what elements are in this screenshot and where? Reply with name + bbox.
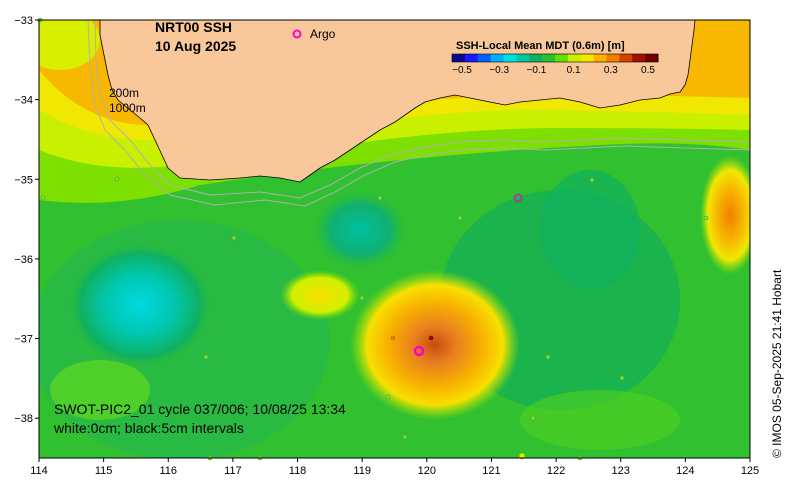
argo-floats bbox=[413, 193, 523, 357]
x-axis: 114 115 116 117 118 119 120 121 122 123 124 125 bbox=[30, 458, 759, 477]
colorbar-cell bbox=[645, 54, 659, 62]
x-tick-label: 119 bbox=[353, 465, 371, 477]
x-tick-label: 124 bbox=[676, 465, 694, 477]
colorbar-title: SSH-Local Mean MDT (0.6m) [m] bbox=[456, 40, 625, 52]
x-tick-label: 123 bbox=[612, 465, 630, 477]
colorbar-cell bbox=[580, 54, 595, 62]
y-tick-label: −36 bbox=[14, 254, 33, 266]
x-tick-label: 115 bbox=[95, 465, 113, 477]
colorbar-cell bbox=[606, 54, 620, 62]
isobath-label-200: 200m bbox=[109, 86, 139, 100]
swot-info-line1: SWOT-PIC2_01 cycle 037/006; 10/08/25 13:… bbox=[54, 401, 346, 417]
colorbar-cell bbox=[567, 54, 582, 62]
argo-float-marker[interactable] bbox=[413, 345, 425, 357]
isobath-label-1000: 1000m bbox=[109, 101, 146, 115]
colorbar-cell bbox=[516, 54, 530, 62]
colorbar-tick-label: −0.5 bbox=[452, 65, 472, 76]
x-tick-label: 114 bbox=[30, 465, 48, 477]
x-tick-label: 121 bbox=[482, 465, 500, 477]
y-tick-label: −35 bbox=[14, 174, 33, 186]
map-title-line2: 10 Aug 2025 bbox=[155, 38, 236, 54]
colorbar-cell bbox=[542, 54, 556, 62]
colorbar: SSH-Local Mean MDT (0.6m) [m] −0.5 −0.3 −0… bbox=[451, 40, 659, 76]
x-tick-label: 118 bbox=[289, 465, 307, 477]
colorbar-cell bbox=[452, 54, 466, 62]
colorbar-tick-label: 0.1 bbox=[567, 65, 581, 76]
isobath-lines bbox=[87, 20, 750, 207]
credit-label: © IMOS 05-Sep-2025 21:41 Hobart bbox=[770, 269, 784, 458]
colorbar-cell bbox=[619, 54, 633, 62]
colorbar-cell bbox=[555, 54, 569, 62]
colorbar-cell bbox=[593, 54, 607, 62]
x-tick-label: 125 bbox=[741, 465, 759, 477]
plot-frame bbox=[38, 19, 751, 459]
colorbar-tick-label: −0.3 bbox=[489, 65, 509, 76]
colorbar-tick-label: −0.1 bbox=[527, 65, 547, 76]
argo-legend-label: Argo bbox=[310, 27, 336, 41]
y-tick-label: −38 bbox=[14, 413, 33, 425]
y-tick-label: −33 bbox=[14, 15, 33, 27]
colorbar-cell bbox=[477, 54, 492, 62]
x-tick-label: 116 bbox=[159, 465, 177, 477]
colorbar-cell bbox=[490, 54, 504, 62]
y-axis: −33 −34 −35 −36 −37 −38 bbox=[14, 15, 39, 425]
y-tick-label: −37 bbox=[14, 334, 33, 346]
argo-float-marker[interactable] bbox=[513, 193, 523, 203]
colorbar-cell bbox=[464, 54, 479, 62]
x-tick-label: 117 bbox=[224, 465, 242, 477]
y-tick-label: −34 bbox=[14, 95, 33, 107]
argo-legend-icon bbox=[292, 29, 302, 39]
colorbar-tick-label: 0.3 bbox=[604, 65, 618, 76]
map-title-line1: NRT00 SSH bbox=[155, 19, 232, 35]
x-tick-label: 122 bbox=[547, 465, 565, 477]
colorbar-tick-label: 0.5 bbox=[641, 65, 655, 76]
colorbar-cell bbox=[529, 54, 543, 62]
swot-info-line2: white:0cm; black:5cm intervals bbox=[53, 420, 244, 436]
colorbar-cell bbox=[503, 54, 517, 62]
colorbar-cell bbox=[632, 54, 646, 62]
x-tick-label: 120 bbox=[418, 465, 436, 477]
